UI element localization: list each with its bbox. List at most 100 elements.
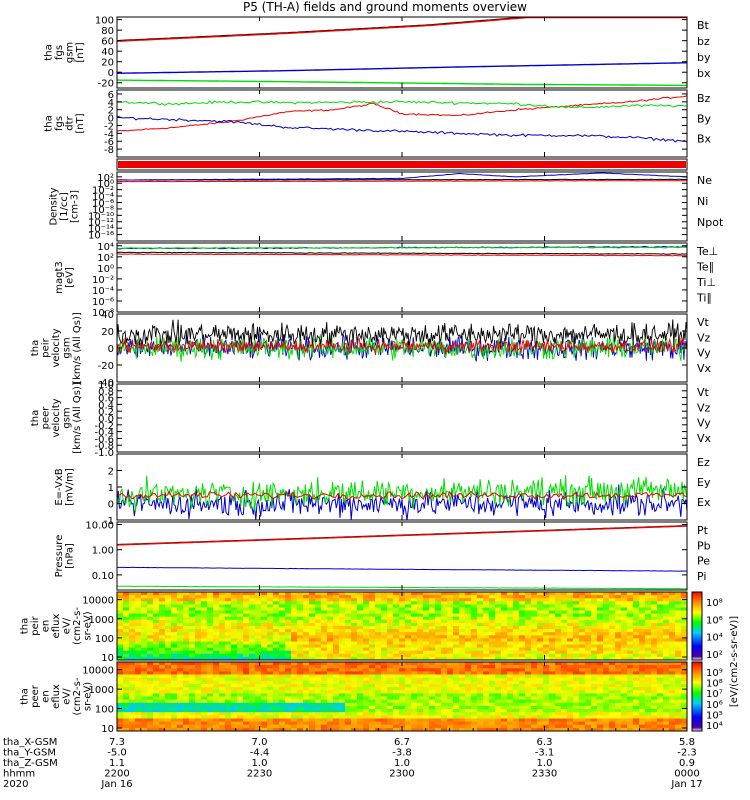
panel-pressure: 10.00 1.00 0.10 Pressure [nPa] Pt Pb Pe Pi (54, 521, 711, 591)
ytick-label: -20 (98, 361, 114, 372)
legend-Ni: Ni (697, 195, 708, 208)
series-group (117, 245, 687, 257)
colorbar-label: [eV/(cm2-s-sr-eV)] (729, 616, 740, 707)
ytick-label: -0.2 (94, 421, 114, 432)
ylabel-line: fgs (54, 116, 65, 131)
ylabel-line: (cm2-s- (72, 607, 83, 645)
legend-Bx: Bx (697, 133, 712, 146)
xaxis-value: 7.0 (252, 737, 268, 748)
ylabel-line: velocity (51, 328, 62, 367)
xaxis-value: 1.0 (394, 758, 410, 769)
series-Ne (117, 180, 687, 183)
legend-Ti⊥: Ti⊥ (696, 276, 716, 289)
ylabel-line: [km/s (All Qs)] (72, 382, 83, 454)
ytick-label: 60 (101, 37, 114, 48)
ytick-label: 20 (101, 327, 114, 338)
series-group (117, 475, 687, 520)
xaxis-value: 0000 (674, 769, 699, 780)
heatmap-cells (117, 662, 687, 731)
ylabel-line: peir (30, 615, 41, 635)
xaxis-value: 0.9 (679, 758, 695, 769)
ytick-label: 0.0 (98, 414, 114, 425)
ytick-label: 100 (95, 634, 114, 645)
ytick-label: 1.00 (92, 546, 114, 557)
series-group (117, 172, 687, 183)
ytick-label: 100 (95, 705, 114, 716)
ylabel-line: fgs (54, 45, 65, 60)
colorbar-tick: 10⁴ (706, 721, 723, 732)
panel-frame (116, 89, 688, 158)
legend-Vx: Vx (697, 432, 712, 445)
legend-Vz: Vz (697, 331, 711, 344)
xaxis-value: 6.3 (537, 737, 553, 748)
legend-By: By (697, 112, 712, 125)
colorbar-tick: 10⁶ (706, 615, 723, 626)
ylabel-line: magt3 (54, 261, 65, 294)
legend-Ex: Ex (697, 496, 711, 509)
ytick-label: 0 (108, 68, 114, 79)
ytick-label: 10⁻⁶ (92, 198, 114, 209)
xaxis-value: 2200 (104, 769, 129, 780)
legend-Vt: Vt (697, 316, 710, 329)
xaxis-value: 6.7 (394, 737, 410, 748)
panel-peer-vel: 1.00.80.60.40.20.0-0.2-0.4-0.6-0.8-1.0 th… (30, 380, 712, 459)
ytick-label: 6 (108, 90, 114, 101)
xaxis-value: 2300 (389, 769, 414, 780)
ytick-label: 1000 (89, 685, 114, 696)
ylabel-line: eV/ (62, 617, 73, 634)
ytick-label: 10⁻⁴ (92, 192, 114, 203)
xaxis-row-label: tha_Z-GSM (3, 758, 58, 769)
legend-Ez: Ez (697, 456, 710, 469)
legend-Pe: Pe (697, 555, 710, 568)
legend-Vy: Vy (697, 417, 711, 430)
colorbar-tick: 10⁹ (706, 668, 723, 679)
legend-bx: bx (697, 67, 711, 80)
ylabel-line: [cm-3] (70, 190, 81, 223)
legend-Te⊥: Te⊥ (696, 245, 718, 258)
ytick-label: 100 (95, 16, 114, 27)
ylabel: tha peir velocity gsm [km/s (All Qs)] (30, 312, 83, 384)
ytick-label: 10⁻¹² (88, 218, 114, 229)
series-group (117, 95, 687, 143)
ylabel-line: en (41, 620, 52, 633)
ylabel-line: gsm (62, 407, 73, 428)
ylabel-line: gsm (64, 42, 75, 63)
ylabel-line: tha (20, 618, 31, 634)
ytick-label: 40 (101, 47, 114, 58)
legend-Pt: Pt (697, 524, 709, 537)
xaxis-value: -2.3 (677, 748, 697, 759)
xaxis-value: 7.3 (109, 737, 125, 748)
xaxis-value: -4.4 (250, 748, 270, 759)
ylabel-line: peir (41, 337, 52, 357)
series-Te⊥ (117, 253, 687, 257)
ytick-label: 40 (101, 310, 114, 321)
ytick-label: 10⁻¹⁶ (88, 231, 114, 242)
colorbar (691, 661, 703, 732)
colorbar-tick: 10⁵ (706, 710, 723, 721)
ytick-label: 10⁰ (97, 264, 114, 275)
ytick-label: 2 (108, 106, 114, 117)
ylabel-line: tha (43, 115, 54, 131)
ytick-label: 10² (97, 173, 114, 184)
ylabel-line: eflux (51, 614, 62, 639)
series-group (117, 17, 687, 87)
ylabel: Density [1/cc] [cm-3] (49, 187, 81, 225)
series-Ti∥ (117, 246, 687, 250)
colorbar-tick: 10² (706, 650, 723, 661)
ytick-label: -20 (98, 79, 114, 90)
ylabel-line: eV/ (62, 688, 73, 705)
ylabel-line: tha (30, 410, 41, 426)
panel-density: 10²10⁰10⁻²10⁻⁴10⁻⁶10⁻⁸10⁻¹⁰10⁻¹²10⁻¹⁴10⁻… (49, 171, 724, 242)
ylabel-line: [nT] (75, 42, 86, 62)
ytick-label: 10⁻⁴ (92, 286, 114, 297)
ylabel-line: tha (20, 688, 31, 704)
ylabel-line: tha (43, 44, 54, 60)
legend-Vy: Vy (697, 347, 711, 360)
legend-Ti∥: Ti∥ (696, 292, 712, 305)
panel-flag (116, 158, 688, 171)
ylabel-line: peer (41, 406, 52, 430)
ylabel-line: eflux (51, 684, 62, 709)
